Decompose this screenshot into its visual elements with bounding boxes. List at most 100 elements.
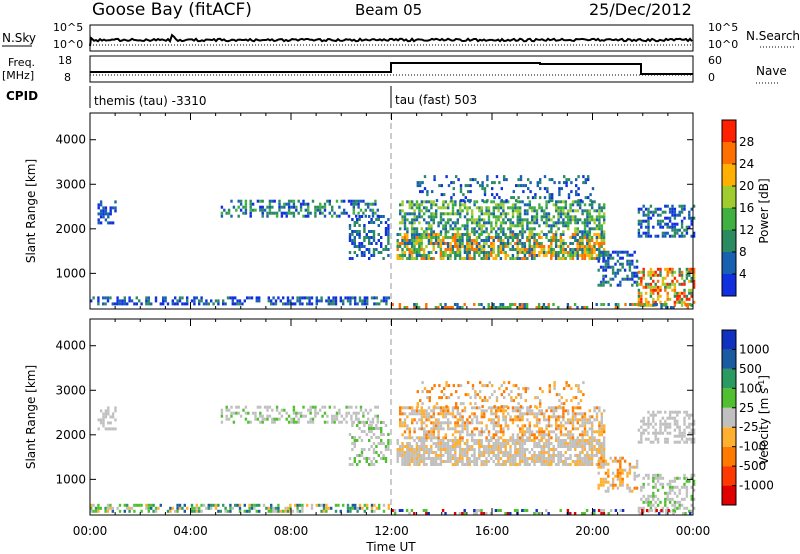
data-cell [338, 214, 341, 218]
data-cell [611, 483, 615, 487]
data-cell [640, 282, 643, 286]
data-cell [427, 239, 431, 242]
data-cell [406, 212, 409, 216]
data-cell [599, 456, 603, 460]
data-cell [640, 440, 643, 444]
data-cell [503, 381, 506, 385]
data-cell [166, 302, 170, 306]
data-cell [403, 451, 407, 454]
data-cell [274, 506, 278, 510]
data-cell [485, 230, 488, 234]
data-cell [538, 427, 541, 431]
data-cell [449, 460, 452, 463]
data-cell [466, 209, 469, 213]
data-cell [550, 218, 553, 222]
data-cell [595, 418, 599, 422]
data-cell [356, 254, 359, 257]
data-cell [380, 215, 383, 218]
data-cell [688, 225, 691, 229]
data-cell [437, 224, 440, 228]
data-cell [423, 409, 426, 413]
data-cell [398, 509, 402, 512]
data-cell [454, 445, 457, 448]
data-cell [690, 288, 693, 292]
data-cell [528, 439, 531, 442]
data-cell [242, 211, 245, 215]
data-cell [147, 302, 150, 306]
data-cell [387, 236, 390, 239]
data-cell [559, 233, 563, 236]
data-cell [502, 239, 505, 242]
data-cell [387, 224, 390, 227]
data-cell [499, 230, 503, 234]
data-cell [135, 296, 138, 300]
data-cell [418, 233, 421, 236]
data-cell [417, 306, 421, 309]
data-cell [647, 273, 650, 277]
data-cell [351, 257, 354, 260]
data-cell [516, 215, 519, 219]
data-cell [528, 430, 531, 434]
data-cell [685, 506, 689, 510]
data-cell [676, 213, 679, 217]
data-cell [566, 251, 570, 254]
data-cell [249, 420, 252, 424]
data-cell [283, 202, 286, 206]
data-cell [352, 420, 355, 424]
data-cell [492, 200, 495, 204]
data-cell [545, 409, 548, 413]
data-cell [375, 436, 378, 439]
data-cell [569, 457, 572, 460]
data-cell [427, 254, 431, 257]
data-cell [644, 497, 648, 501]
data-cell [462, 199, 465, 203]
data-cell [525, 303, 529, 306]
data-cell [631, 283, 634, 287]
data-cell [420, 454, 423, 457]
data-cell [487, 418, 491, 422]
data-cell [306, 503, 309, 507]
data-cell [652, 503, 655, 507]
data-cell [420, 418, 423, 422]
data-cell [280, 214, 284, 218]
data-cell [680, 207, 684, 211]
data-cell [623, 268, 627, 272]
data-cell [382, 442, 385, 445]
data-cell [676, 413, 679, 417]
data-cell [485, 257, 488, 260]
data-cell [555, 203, 558, 207]
data-cell [418, 212, 421, 216]
data-cell [169, 506, 172, 510]
data-cell [538, 206, 541, 210]
data-cell [432, 427, 435, 431]
data-cell [570, 387, 573, 391]
data-cell [368, 236, 371, 239]
data-cell [391, 303, 394, 306]
data-cell [446, 448, 450, 451]
data-cell [463, 248, 467, 251]
data-cell [595, 415, 599, 419]
data-cell [335, 411, 339, 415]
data-cell [616, 474, 620, 478]
data-cell [152, 509, 155, 513]
data-cell [275, 405, 279, 409]
data-cell [456, 245, 459, 248]
data-cell [602, 459, 605, 463]
data-cell [528, 427, 531, 431]
data-cell [99, 212, 103, 216]
data-cell [593, 251, 596, 254]
data-cell [647, 437, 650, 441]
data-cell [434, 233, 438, 236]
data-cell [377, 218, 380, 221]
data-cell [649, 282, 653, 286]
data-cell [220, 205, 224, 209]
data-cell [468, 251, 471, 254]
data-cell [654, 273, 657, 277]
data-cell [529, 405, 532, 409]
data-cell [609, 277, 612, 281]
data-cell [420, 412, 423, 416]
data-cell [422, 445, 426, 448]
data-cell [479, 184, 482, 188]
data-cell [444, 242, 447, 245]
data-cell [531, 206, 534, 210]
